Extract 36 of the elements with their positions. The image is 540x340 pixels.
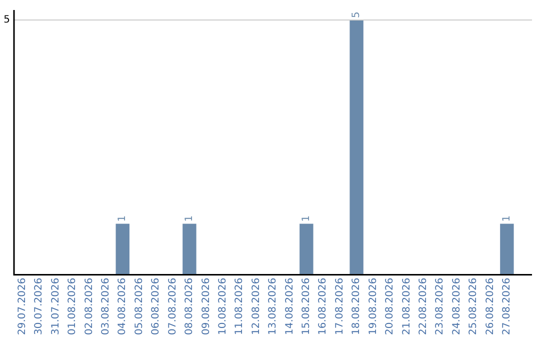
data-label: 1 [117,215,128,222]
x-tick-label: 01.08.2026 [67,278,78,336]
x-tick-label: 10.08.2026 [217,278,228,336]
x-tick-label: 19.08.2026 [368,278,379,336]
data-label: 5 [351,12,362,18]
x-tick-label: 03.08.2026 [100,278,112,336]
x-tick-label: 27.08.2026 [502,278,513,336]
x-tick-label: 17.08.2026 [334,278,346,336]
x-tick-label: 18.08.2026 [351,278,362,336]
x-tick-label: 25.08.2026 [468,278,480,336]
x-tick-label: 07.08.2026 [167,278,178,336]
x-tick-label: 24.08.2026 [451,278,462,336]
x-tick-label: 30.07.2026 [34,278,45,336]
x-tick-label: 21.08.2026 [401,278,412,336]
x-tick-label: 15.08.2026 [301,278,312,336]
x-tick-label: 06.08.2026 [150,278,162,336]
x-tick-label: 13.08.2026 [268,278,279,336]
ref-line-label: 5 [4,14,10,26]
data-label: 1 [184,215,196,222]
x-tick-label: 02.08.2026 [84,278,95,336]
data-label: 1 [502,215,513,222]
x-tick-label: 05.08.2026 [134,278,145,336]
x-tick-label: 08.08.2026 [184,278,196,336]
x-tick-label: 20.08.2026 [384,278,396,336]
x-tick-label: 04.08.2026 [117,278,128,336]
x-tick-label: 22.08.2026 [418,278,429,336]
x-tick-label: 09.08.2026 [200,278,212,336]
x-tick-label: 11.08.2026 [234,278,246,336]
x-tick-label: 12.08.2026 [250,278,262,336]
x-tick-label: 31.07.2026 [50,278,62,336]
x-tick-label: 14.08.2026 [284,278,296,336]
x-tick-label: 16.08.2026 [318,278,329,336]
x-tick-label: 23.08.2026 [434,278,446,336]
x-tick-label: 26.08.2026 [484,278,496,336]
x-tick-label: 29.07.2026 [16,278,28,336]
data-label: 1 [301,215,312,222]
